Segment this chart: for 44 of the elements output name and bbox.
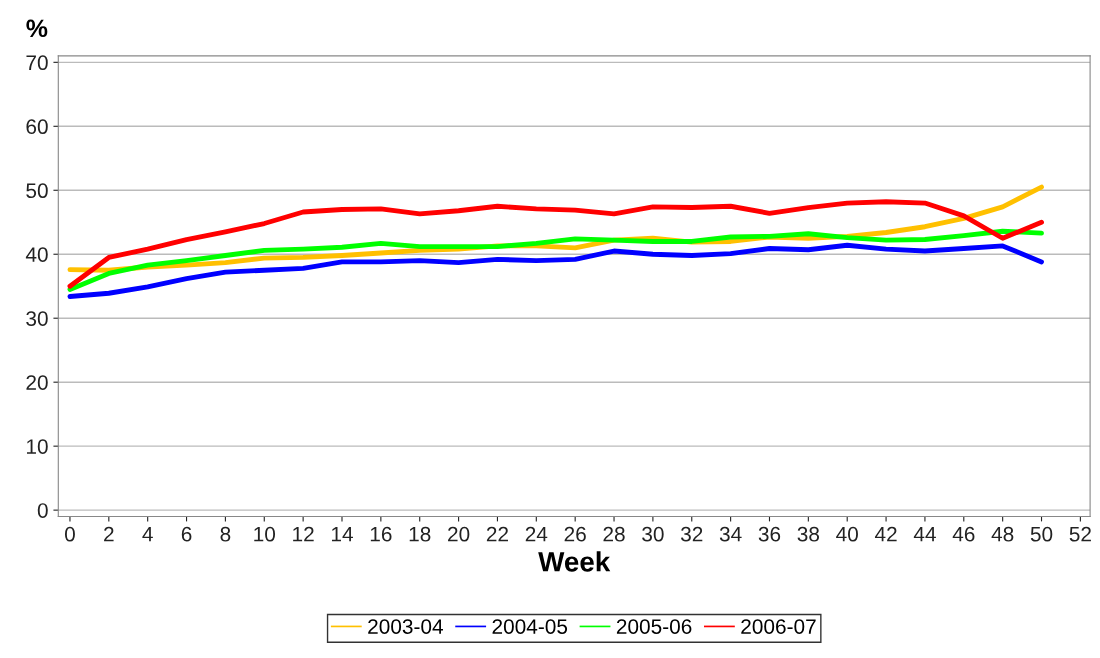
y-tick-label: 20 bbox=[26, 375, 48, 390]
x-tick-label: 50 bbox=[1030, 526, 1053, 542]
y-tick-label: 10 bbox=[27, 439, 48, 454]
x-tick-label: 18 bbox=[409, 526, 431, 542]
x-tick-label: 20 bbox=[448, 526, 470, 542]
x-tick-label: 0 bbox=[64, 526, 75, 542]
x-tick-label: 8 bbox=[220, 526, 231, 542]
x-tick-label: 6 bbox=[181, 526, 192, 542]
x-tick-label: 52 bbox=[1069, 526, 1091, 542]
y-tick-label: 0 bbox=[37, 503, 48, 518]
x-tick-label: 28 bbox=[603, 526, 625, 542]
line-series bbox=[67, 242, 1044, 299]
y-tick-label: 70 bbox=[26, 55, 48, 71]
y-tick-label: 30 bbox=[26, 311, 48, 326]
x-tick-label: 30 bbox=[642, 526, 664, 542]
y-axis-title: % bbox=[26, 19, 48, 38]
x-tick-label: 10 bbox=[254, 526, 276, 542]
legend-label: 2006-07 bbox=[741, 619, 816, 634]
x-tick-label: 22 bbox=[486, 526, 508, 542]
legend-label: 2005-06 bbox=[616, 619, 692, 634]
y-tick-label: 40 bbox=[25, 247, 48, 262]
x-tick-label: 36 bbox=[758, 526, 781, 542]
x-tick-label: 42 bbox=[874, 526, 897, 542]
x-tick-label: 48 bbox=[991, 526, 1014, 542]
legend-label: 2003-04 bbox=[368, 619, 443, 634]
line-series bbox=[67, 228, 1044, 292]
x-tick-label: 12 bbox=[293, 526, 314, 542]
x-tick-label: 38 bbox=[797, 526, 820, 542]
x-tick-label: 46 bbox=[952, 526, 975, 542]
x-tick-label: 32 bbox=[680, 526, 703, 542]
x-tick-label: 16 bbox=[370, 526, 392, 542]
x-tick-label: 34 bbox=[719, 526, 742, 542]
x-tick-label: 40 bbox=[836, 526, 858, 542]
x-tick-label: 2 bbox=[104, 526, 114, 542]
line-series bbox=[67, 199, 1044, 289]
x-tick-label: 14 bbox=[332, 527, 353, 542]
x-tick-label: 44 bbox=[913, 527, 936, 542]
x-tick-label: 26 bbox=[564, 526, 586, 542]
x-axis-title: Week bbox=[538, 551, 611, 572]
legend-label: 2004-05 bbox=[492, 619, 568, 634]
y-tick-label: 60 bbox=[26, 119, 48, 135]
x-tick-label: 4 bbox=[142, 527, 153, 542]
y-tick-label: 50 bbox=[26, 183, 48, 199]
x-tick-label: 24 bbox=[525, 526, 548, 542]
